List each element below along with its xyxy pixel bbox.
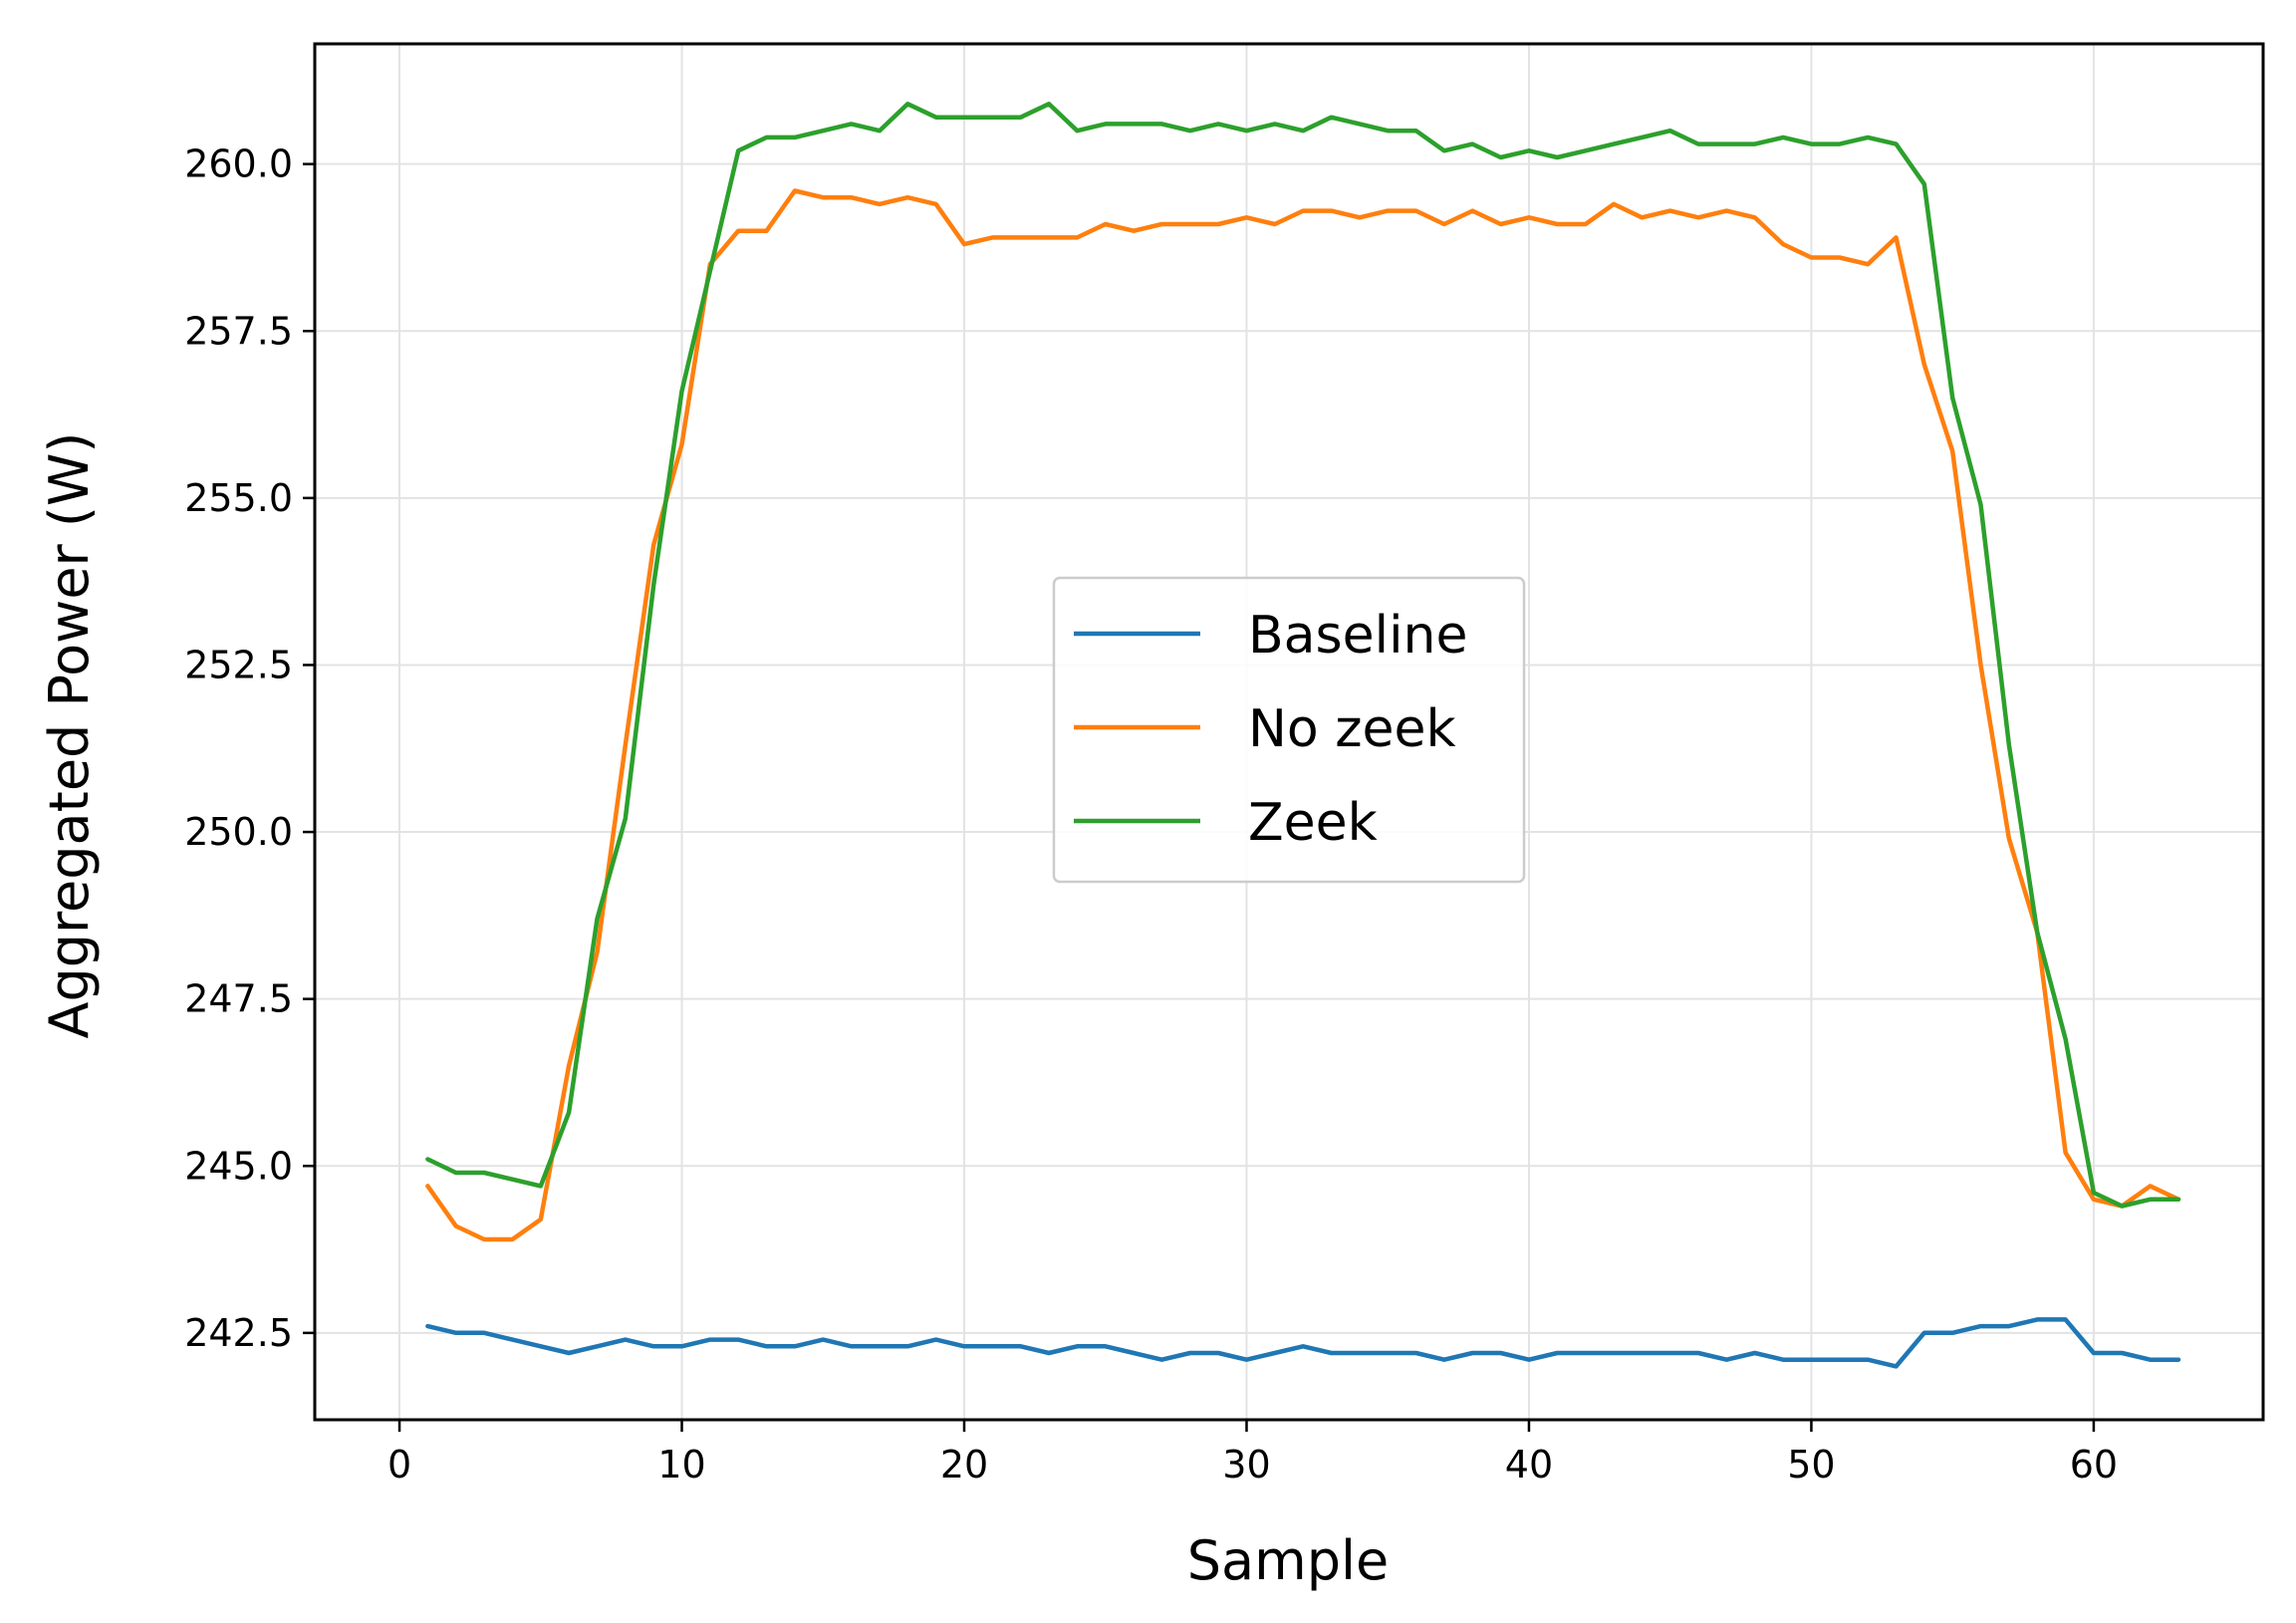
x-tick-label: 10 (657, 1443, 705, 1487)
y-tick-label: 255.0 (184, 476, 293, 520)
y-axis-ticks: 242.5 245.0 247.5 250.0 252.5 255.0 257.5 260.0 (184, 142, 315, 1355)
legend: Baseline No zeek Zeek (1052, 576, 1526, 884)
y-tick-label: 247.5 (184, 977, 293, 1021)
x-tick-label: 60 (2070, 1443, 2118, 1487)
x-tick-label: 20 (940, 1443, 988, 1487)
x-tick-label: 30 (1222, 1443, 1270, 1487)
x-tick-label: 50 (1787, 1443, 1835, 1487)
series-line-no-zeek (425, 188, 2181, 1242)
series-line-baseline (425, 1317, 2181, 1369)
x-axis-label: Sample (1187, 1529, 1389, 1592)
legend-box (1052, 576, 1526, 884)
y-tick-label: 242.5 (184, 1311, 293, 1355)
y-tick-label: 260.0 (184, 142, 293, 186)
x-tick-label: 40 (1505, 1443, 1553, 1487)
legend-label-zeek: Zeek (1248, 793, 1378, 853)
legend-label-baseline: Baseline (1248, 606, 1467, 666)
y-tick-label: 257.5 (184, 309, 293, 353)
y-tick-label: 250.0 (184, 810, 293, 854)
y-tick-label: 245.0 (184, 1144, 293, 1188)
series-lines (425, 102, 2181, 1369)
y-tick-label: 252.5 (184, 643, 293, 686)
x-axis-ticks: 0 10 20 30 40 50 60 (387, 1420, 2118, 1487)
x-tick-label: 0 (387, 1443, 411, 1487)
plot-area-frame (313, 42, 2265, 1422)
legend-label-no-zeek: No zeek (1248, 699, 1456, 759)
y-axis-label: Aggregated Power (W) (38, 432, 101, 1039)
series-line-zeek (425, 102, 2181, 1209)
